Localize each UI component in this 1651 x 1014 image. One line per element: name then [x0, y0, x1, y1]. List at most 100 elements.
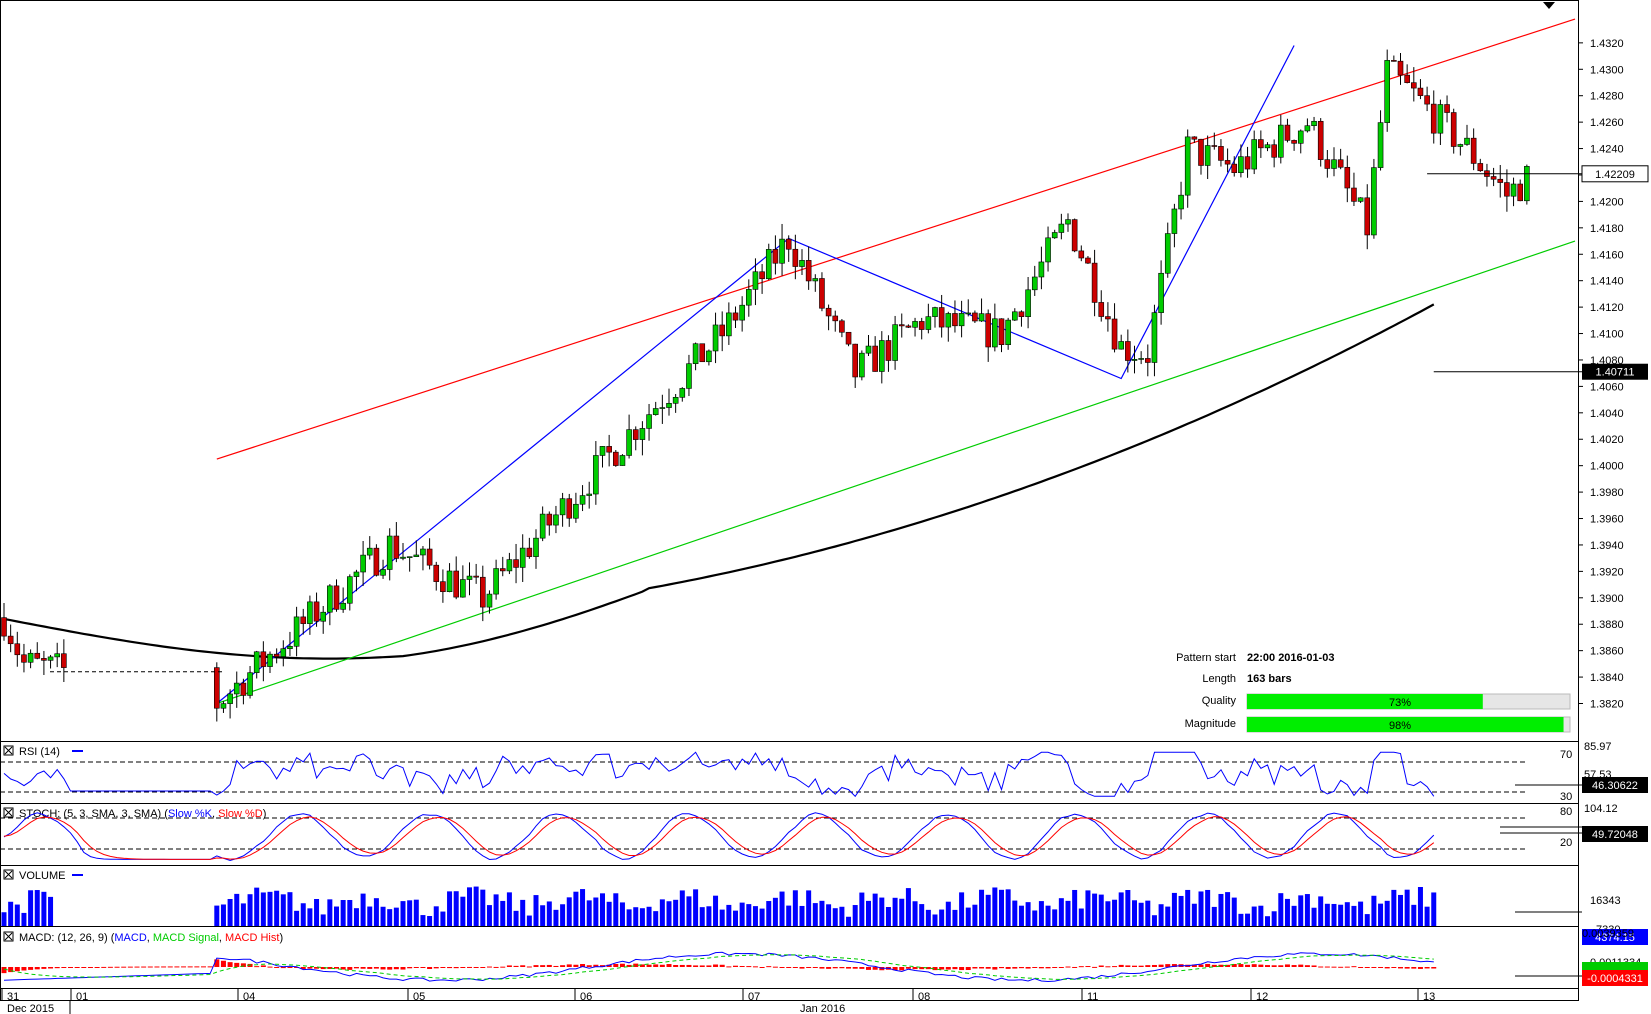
volume-bar	[1358, 901, 1364, 926]
bearish-candle	[433, 564, 440, 582]
volume-bar	[772, 897, 778, 926]
plot-frame	[0, 0, 1579, 1001]
macd-hist-bar	[320, 967, 326, 970]
macd-hist-bar	[1191, 964, 1197, 967]
bearish-candle	[1, 617, 7, 637]
bearish-candle	[1218, 146, 1224, 161]
bearish-candle	[852, 343, 859, 378]
volume-bar	[925, 909, 931, 926]
price-tick-label: 1.4040	[1590, 408, 1624, 420]
volume-bar	[540, 905, 546, 926]
rsi-value: 46.30622	[1592, 780, 1638, 792]
bearish-candle	[1085, 257, 1091, 264]
volume-bar	[413, 899, 419, 926]
ma-price-rect	[1582, 363, 1648, 380]
macd-hist-bar	[1384, 967, 1390, 969]
bullish-candle	[652, 408, 659, 415]
macd-hist-bar	[61, 967, 67, 968]
volume-bar	[1078, 908, 1084, 926]
bullish-candle	[1051, 232, 1058, 239]
bullish-candle	[1238, 156, 1244, 173]
macd-hist-bar	[1125, 965, 1131, 967]
volume-axis-max: 16343	[1590, 895, 1621, 907]
ma-value: 1.40711	[1596, 367, 1635, 379]
time-tick-label: 11	[1087, 991, 1098, 1003]
volume-bar	[553, 909, 559, 926]
price-axis: 1.43201.43001.42801.42601.42401.42201.42…	[1578, 38, 1624, 711]
price-tick-label: 1.4160	[1590, 249, 1624, 261]
bearish-candle	[845, 331, 852, 345]
bullish-candle	[1384, 60, 1390, 123]
volume-value-rect	[1582, 929, 1648, 945]
bullish-candle	[1164, 233, 1171, 274]
macd-hist-bar	[925, 967, 931, 970]
bullish-candle	[1011, 311, 1018, 321]
rsi-value-rect	[1582, 777, 1648, 793]
volume-bar	[992, 887, 998, 926]
volume-bar	[892, 897, 898, 926]
bearish-candle	[606, 446, 612, 453]
macd-hist-bar	[393, 967, 399, 970]
macd-hist-bar	[68, 967, 73, 968]
volume-bar	[1151, 915, 1157, 926]
rsi-toggle-x	[4, 746, 13, 755]
stoch-title: STOCH: (5, 3, SMA, 3, SMA) (Slow %K, Slo…	[19, 808, 266, 820]
volume-bar	[1284, 898, 1290, 926]
price-tick-label: 1.3920	[1590, 566, 1624, 578]
macd-hist-bar	[673, 965, 679, 967]
stoch-level-80-label: 80	[1560, 806, 1572, 818]
bearish-candle	[240, 682, 247, 696]
volume-bar	[280, 894, 286, 926]
scroll-arrow-icon[interactable]	[1543, 2, 1555, 9]
macd-hist-bar	[433, 967, 439, 969]
bearish-candle	[14, 643, 21, 656]
macd-hist-bar	[866, 967, 871, 970]
macd-hist-bar	[560, 965, 566, 967]
volume-bar	[407, 900, 413, 926]
price-tick-label: 1.4100	[1590, 329, 1624, 341]
bullish-candle	[965, 312, 972, 315]
macd-hist-bar	[533, 965, 539, 967]
macd-hist-bar	[1052, 967, 1058, 968]
volume-bar	[1251, 906, 1257, 926]
macd-hist-bar	[240, 963, 246, 967]
volume-bar	[393, 907, 399, 926]
volume-bar	[1065, 900, 1071, 926]
macd-hist-bar	[314, 967, 320, 969]
macd-hist-bar	[493, 966, 499, 968]
volume-bar	[1424, 906, 1430, 926]
bullish-candle	[247, 672, 253, 696]
time-tick-label: 06	[580, 991, 592, 1003]
volume-bar	[932, 914, 938, 926]
macd-hist-bar	[280, 967, 286, 969]
price-tick-label: 1.3840	[1590, 672, 1624, 684]
macd-hist-bar	[1231, 963, 1237, 967]
rsi-axis-max: 85.97	[1584, 741, 1612, 753]
bearish-candle	[566, 498, 573, 519]
volume-bar	[972, 904, 978, 926]
bullish-candle	[1371, 167, 1377, 236]
bullish-candle	[626, 429, 632, 456]
macd-title: MACD: (12, 26, 9) (MACD, MACD Signal, MA…	[19, 932, 283, 944]
volume-bar	[1032, 910, 1038, 926]
macd-hist-bar	[1032, 967, 1038, 968]
volume-bar	[1291, 905, 1297, 926]
bearish-candle	[1211, 145, 1218, 147]
quality-label: Quality	[1202, 695, 1237, 707]
volume-toggle-x	[4, 870, 13, 879]
time-tick-label: 12	[1256, 991, 1268, 1003]
main-panel	[1, 18, 1576, 722]
bullish-candle	[945, 313, 952, 328]
volume-bar	[1218, 893, 1224, 926]
volume-bar	[34, 890, 40, 926]
current-price-value: 1.42209	[1595, 169, 1635, 181]
bearish-candle	[473, 575, 479, 578]
volume-bar	[1278, 893, 1284, 926]
macd-hist-bar	[693, 965, 699, 967]
bullish-candle	[220, 703, 227, 709]
macd-hist-bar	[21, 967, 27, 971]
bearish-candle	[526, 547, 533, 557]
macd-hist-bar	[74, 967, 80, 968]
macd-hist-bar	[872, 967, 878, 970]
volume-bar	[1012, 900, 1018, 926]
